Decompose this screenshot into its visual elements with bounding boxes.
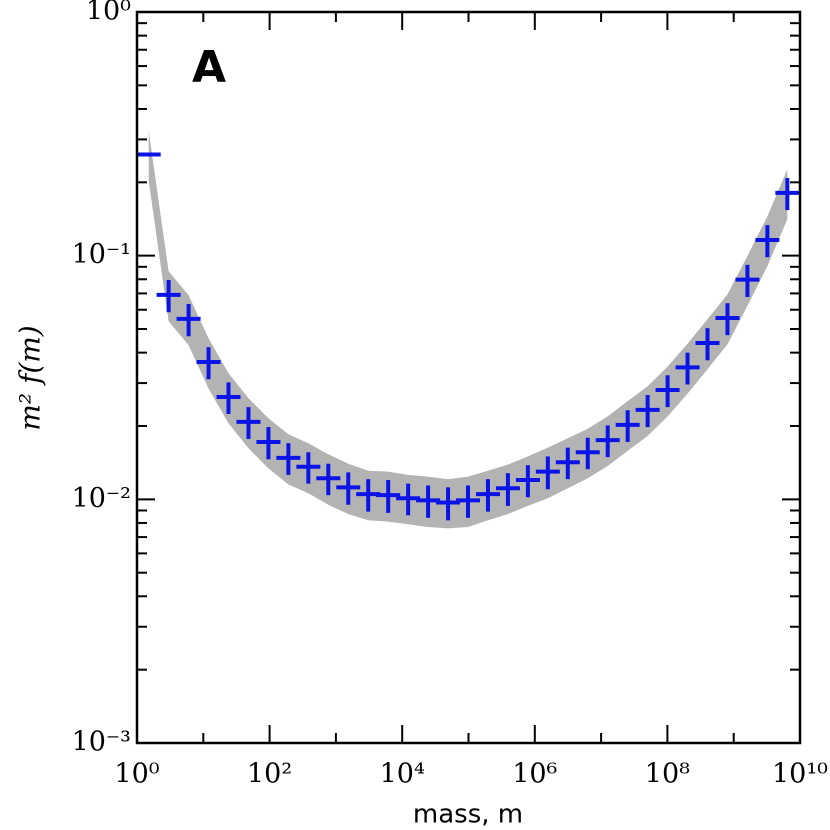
y-tick-label: 10⁻³ xyxy=(72,727,131,758)
x-tick-label: 10⁰ xyxy=(114,759,159,790)
x-tick-label: 10⁶ xyxy=(512,759,557,790)
x-tick-label: 10⁴ xyxy=(380,759,425,790)
y-tick-label: 10⁻¹ xyxy=(72,239,131,270)
y-axis-label: m² f(m) xyxy=(14,325,47,430)
y-tick-label: 10⁰ xyxy=(86,0,131,27)
x-axis-label: mass, m xyxy=(413,800,523,830)
y-tick-label: 10⁻² xyxy=(72,483,131,514)
x-tick-label: 10¹⁰ xyxy=(772,759,828,790)
confidence-band xyxy=(148,130,788,529)
x-tick-label: 10² xyxy=(247,759,292,790)
x-tick-label: 10⁸ xyxy=(645,759,690,790)
panel-label: A xyxy=(192,42,226,93)
plot-area xyxy=(137,130,800,529)
